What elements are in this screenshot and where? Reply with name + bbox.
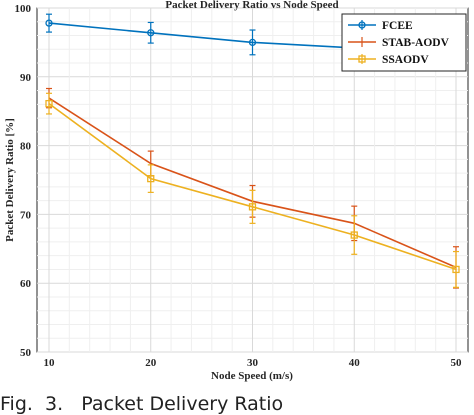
legend-label: FCEE (382, 20, 413, 32)
y-tick-label: 100 (15, 3, 32, 15)
y-tick-label: 70 (20, 209, 32, 221)
y-axis-label: Packet Delivery Ratio [%] (4, 118, 16, 242)
figure-caption: Fig. 3. Packet Delivery Ratio (0, 393, 283, 415)
legend-label: SSAODV (382, 54, 429, 66)
chart-title: Packet Delivery Ratio vs Node Speed (165, 0, 338, 11)
x-axis-label: Node Speed (m/s) (211, 370, 293, 382)
x-tick-label: 20 (145, 357, 157, 369)
x-tick-label: 10 (44, 357, 56, 369)
y-tick-label: 80 (20, 141, 32, 153)
y-tick-label: 50 (20, 347, 32, 359)
y-tick-label: 90 (20, 72, 32, 84)
legend-label: STAB-AODV (382, 37, 450, 49)
y-tick-label: 60 (20, 278, 32, 290)
x-tick-label: 40 (349, 357, 361, 369)
x-tick-label: 50 (451, 357, 463, 369)
legend: FCEE STAB-AODV SSAODV (342, 14, 466, 71)
x-tick-label: 30 (247, 357, 259, 369)
chart: 50 60 70 80 90 100 10 20 30 40 50 Packet Delivery … (0, 0, 474, 400)
